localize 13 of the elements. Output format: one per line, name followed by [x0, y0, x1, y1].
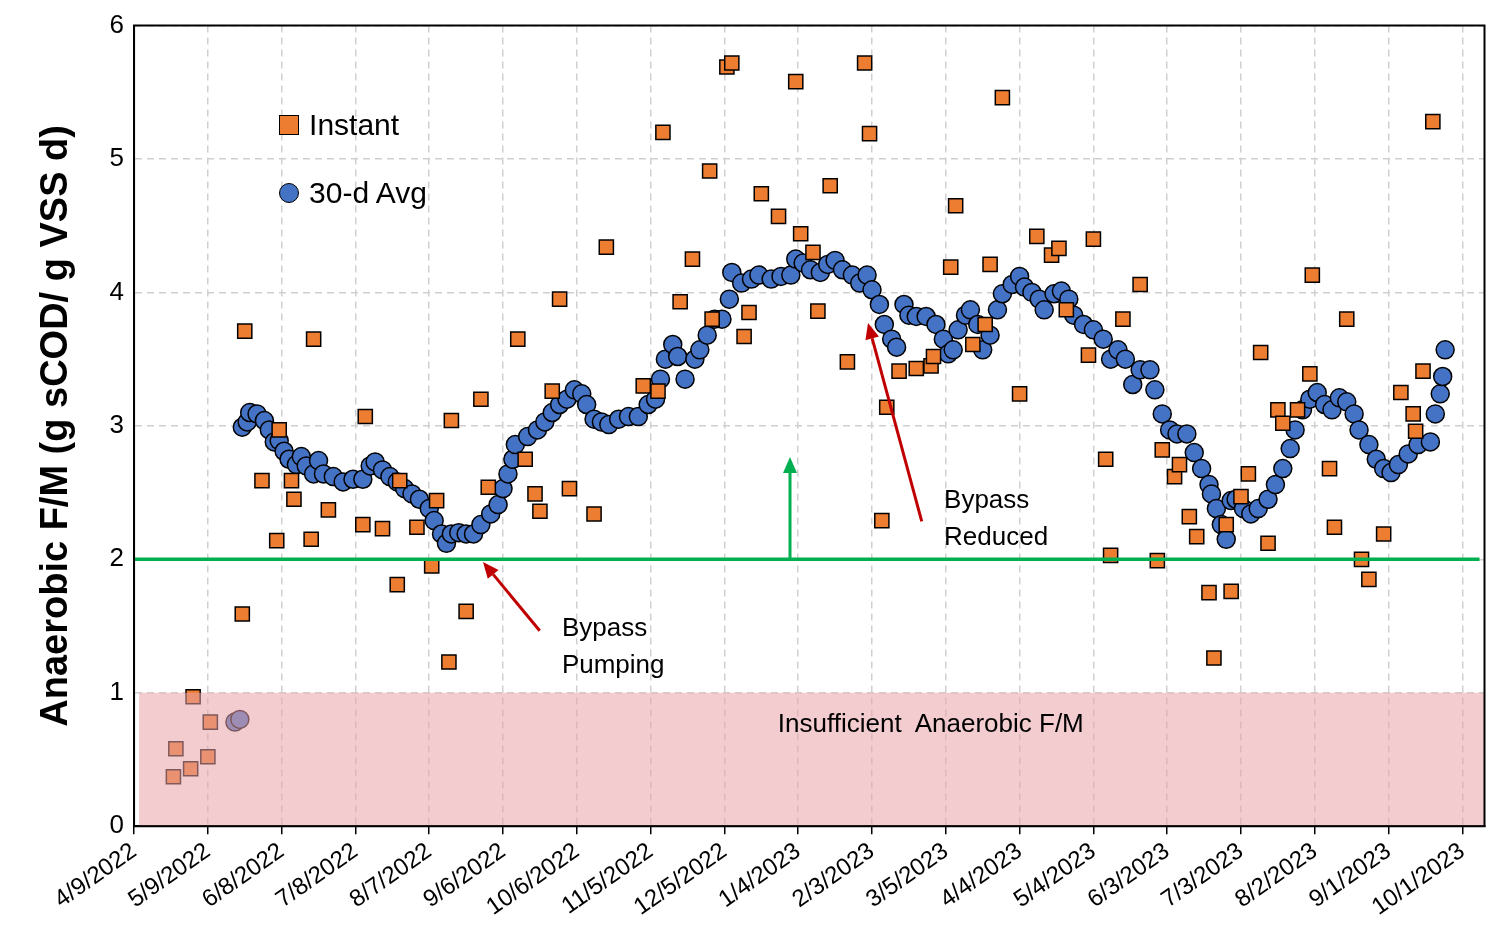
y-tick-label: 0 [109, 809, 125, 840]
y-tick-label: 4 [109, 275, 125, 306]
annotation: Bypass Reduced [944, 483, 1050, 554]
y-tick-label: 2 [109, 542, 125, 573]
legend-label: Instant [309, 106, 400, 143]
y-tick-label: 5 [109, 142, 125, 173]
y-tick-label: 3 [109, 409, 125, 440]
legend-label: 30-d Avg [309, 174, 427, 211]
y-tick-label: 6 [109, 8, 125, 39]
y-axis-title: Anaerobic F/M (g sCOD/ g VSS d) [33, 125, 76, 727]
band-label: Insufficient Anaerobic F/M [777, 707, 1084, 738]
annotation: Bypass Pumping [561, 610, 666, 681]
y-tick-label: 1 [109, 675, 125, 706]
